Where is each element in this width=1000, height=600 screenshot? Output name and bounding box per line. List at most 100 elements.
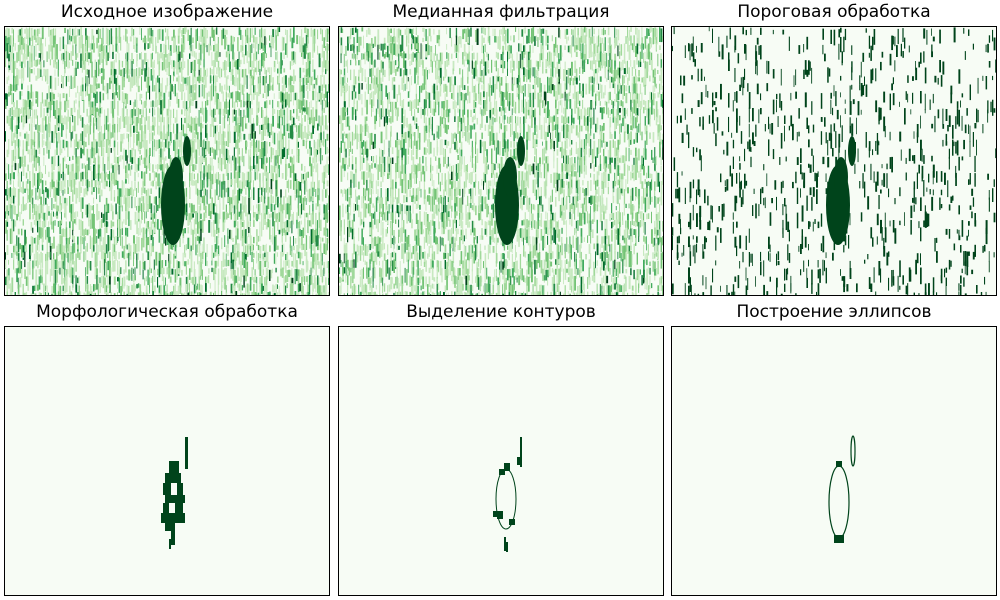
noise-pixel: [192, 204, 194, 213]
noise-pixel: [94, 292, 96, 295]
noise-pixel: [113, 60, 115, 75]
noise-pixel: [465, 52, 467, 62]
noise-pixel: [492, 76, 495, 93]
noise-pixel: [305, 100, 308, 115]
noise-pixel: [205, 37, 207, 48]
noise-pixel: [6, 195, 8, 201]
noise-pixel: [179, 237, 181, 247]
noise-pixel: [155, 45, 157, 54]
noise-pixel: [117, 196, 119, 204]
noise-pixel: [102, 93, 105, 101]
noise-pixel: [245, 180, 247, 186]
noise-pixel: [173, 253, 175, 269]
noise-pixel: [142, 253, 144, 264]
noise-pixel: [102, 261, 105, 270]
noise-pixel: [441, 52, 443, 65]
noise-pixel: [566, 124, 569, 139]
noise-pixel: [265, 53, 267, 58]
noise-pixel: [222, 269, 225, 280]
noise-pixel: [233, 52, 235, 67]
noise-pixel: [33, 60, 36, 67]
noise-pixel: [649, 115, 651, 127]
noise-pixel: [214, 275, 216, 292]
noise-pixel: [635, 27, 637, 35]
noise-pixel: [105, 83, 108, 95]
noise-pixel: [217, 37, 219, 47]
noise-pixel: [91, 286, 93, 295]
noise-pixel: [551, 84, 554, 91]
noise-pixel: [37, 235, 39, 245]
noise-pixel: [277, 219, 279, 231]
noise-pixel: [61, 53, 62, 61]
noise-pixel: [197, 28, 198, 41]
noise-pixel: [534, 91, 536, 100]
noise-pixel: [614, 83, 616, 94]
noise-pixel: [237, 37, 239, 52]
noise-pixel: [315, 100, 318, 114]
noise-pixel: [64, 100, 66, 113]
noise-pixel: [561, 52, 563, 57]
noise-pixel: [230, 163, 232, 172]
noise-pixel: [288, 163, 290, 169]
noise-pixel: [529, 36, 531, 43]
noise-pixel: [262, 204, 264, 220]
noise-pixel: [238, 243, 240, 255]
noise-pixel: [54, 61, 56, 69]
noise-pixel: [22, 67, 25, 81]
noise-pixel: [304, 125, 306, 138]
noise-pixel: [519, 123, 522, 134]
noise-pixel: [259, 227, 261, 242]
noise-pixel: [25, 236, 27, 249]
noise-pixel: [507, 83, 509, 92]
noise-pixel: [203, 237, 205, 253]
noise-pixel: [221, 29, 223, 46]
noise-pixel: [348, 85, 350, 101]
noise-pixel: [126, 93, 129, 104]
noise-pixel: [17, 204, 19, 217]
noise-pixel: [185, 244, 187, 251]
noise-pixel: [508, 51, 510, 58]
noise-pixel: [385, 123, 388, 140]
noise-pixel: [109, 171, 110, 183]
noise-pixel: [633, 43, 635, 53]
noise-pixel: [312, 173, 314, 184]
noise-pixel: [112, 76, 114, 88]
noise-pixel: [158, 197, 161, 209]
noise-pixel: [320, 92, 323, 105]
noise-pixel: [227, 116, 229, 122]
noise-pixel: [281, 267, 284, 278]
noise-pixel: [99, 131, 101, 148]
noise-pixel: [383, 53, 386, 59]
noise-pixel: [19, 69, 21, 79]
noise-pixel: [57, 171, 60, 186]
noise-pixel: [142, 59, 144, 71]
noise-pixel: [142, 157, 145, 165]
noise-pixel: [205, 252, 207, 266]
noise-pixel: [382, 108, 385, 117]
noise-pixel: [351, 107, 354, 120]
noise-pixel: [409, 77, 411, 93]
noise-pixel: [403, 51, 405, 68]
noise-pixel: [251, 28, 253, 38]
noise-pixel: [288, 259, 290, 269]
noise-pixel: [131, 76, 133, 88]
noise-pixel: [259, 197, 261, 203]
noise-pixel: [249, 28, 251, 43]
noise-pixel: [446, 85, 448, 97]
noise-pixel: [35, 211, 37, 226]
noise-pixel: [540, 91, 542, 103]
noise-pixel: [232, 36, 235, 49]
noise-pixel: [35, 253, 37, 259]
noise-pixel: [285, 275, 287, 283]
noise-pixel: [73, 260, 75, 274]
noise-pixel: [134, 219, 137, 225]
panel-median: Медианная фильтрация: [338, 0, 664, 296]
noise-pixel: [214, 99, 216, 105]
noise-pixel: [641, 37, 643, 49]
noise-pixel: [137, 131, 140, 147]
noise-pixel: [326, 180, 329, 187]
noise-pixel: [312, 283, 314, 292]
noise-pixel: [133, 189, 135, 196]
noise-pixel: [604, 52, 607, 61]
noise-pixel: [251, 75, 254, 86]
